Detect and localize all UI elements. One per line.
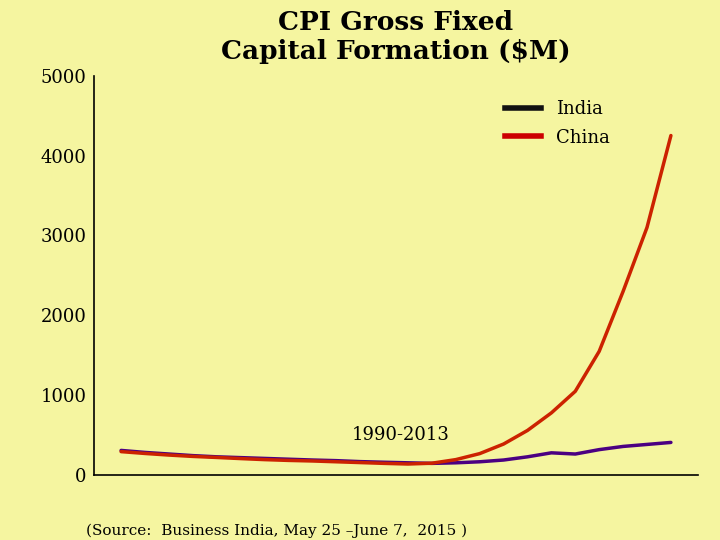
Title: CPI Gross Fixed
Capital Formation ($M): CPI Gross Fixed Capital Formation ($M): [221, 10, 571, 64]
Legend: India, China: India, China: [498, 93, 617, 154]
Text: 1990-2013: 1990-2013: [352, 426, 450, 444]
Text: (Source:  Business India, May 25 –June 7,  2015 ): (Source: Business India, May 25 –June 7,…: [86, 523, 467, 538]
